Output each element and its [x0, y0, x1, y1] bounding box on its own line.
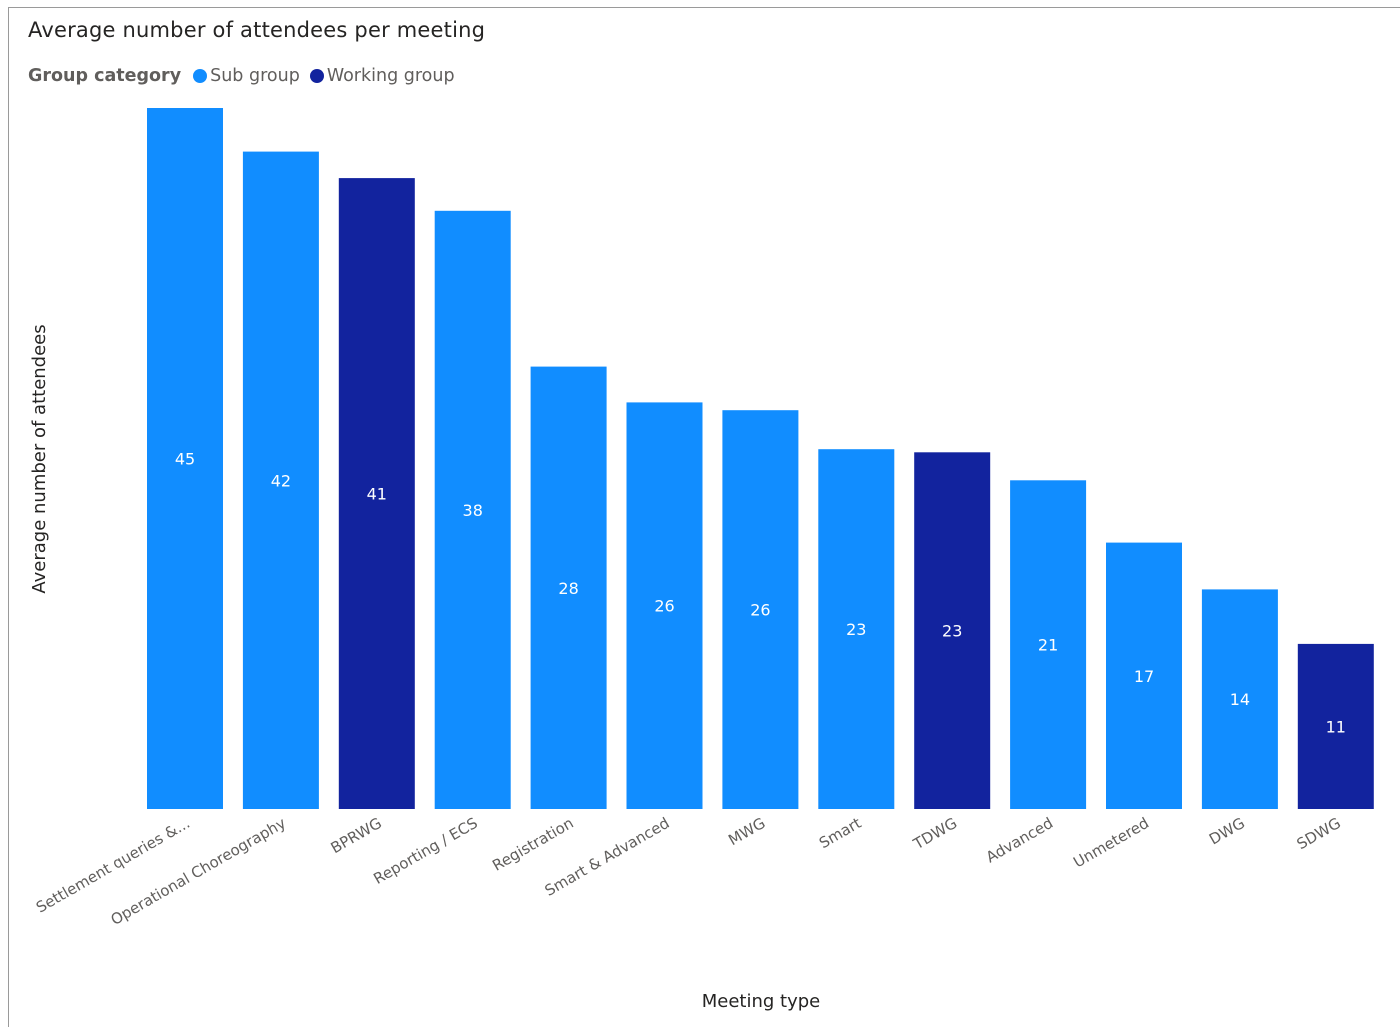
legend-label-working-group: Working group	[326, 66, 455, 86]
bar-dwg[interactable]	[1201, 589, 1278, 809]
bar-tdwg[interactable]	[914, 452, 991, 809]
visual-frame	[8, 7, 1400, 1027]
bar-bprwg[interactable]	[338, 178, 415, 810]
bar-advanced[interactable]	[1010, 480, 1087, 809]
data-label-registration: 28	[558, 579, 578, 598]
x-tick-advanced: Advanced	[983, 814, 1056, 867]
data-label-dwg: 14	[1230, 690, 1250, 709]
y-axis-title: Average number of attendees	[29, 324, 50, 593]
x-tick-registration: Registration	[489, 814, 576, 875]
legend-marker-sub-group	[193, 69, 208, 83]
data-label-settlement-queries: 45	[175, 450, 195, 469]
data-label-bprwg: 41	[367, 485, 387, 504]
bars-group	[147, 108, 1374, 810]
legend-item-sub-group[interactable]: Sub group	[193, 66, 300, 86]
bar-settlement-queries[interactable]	[147, 108, 223, 809]
bar-sdwg[interactable]	[1297, 643, 1374, 809]
bar-smart[interactable]	[818, 449, 895, 809]
bar-reporting-ecs[interactable]	[434, 210, 511, 810]
x-tick-operational-choreography: Operational Choreography	[108, 814, 289, 929]
data-label-smart-advanced: 26	[654, 597, 674, 616]
x-axis-ticks: Settlement queries &...Operational Chore…	[33, 814, 1344, 929]
data-label-mwg: 26	[750, 601, 770, 620]
data-label-sdwg: 11	[1326, 717, 1346, 736]
bar-smart-advanced[interactable]	[626, 402, 703, 809]
legend-item-working-group[interactable]: Working group	[309, 66, 455, 86]
data-labels-group: 45 42 41 38 28 26 26 23 23 21 17 14 11	[175, 450, 1346, 737]
legend-title: Group category	[28, 66, 182, 86]
x-tick-tdwg: TDWG	[909, 814, 960, 854]
data-label-advanced: 21	[1038, 636, 1058, 655]
data-label-unmetered: 17	[1134, 667, 1154, 686]
x-tick-reporting-ecs: Reporting / ECS	[370, 814, 480, 888]
bar-mwg[interactable]	[722, 410, 799, 809]
x-tick-mwg: MWG	[725, 814, 768, 849]
data-label-tdwg: 23	[942, 622, 962, 641]
x-tick-smart: Smart	[816, 814, 864, 852]
x-tick-settlement-queries: Settlement queries &...	[33, 814, 193, 917]
bar-unmetered[interactable]	[1106, 542, 1182, 809]
legend-marker-working-group	[309, 69, 324, 83]
bar-operational-choreography[interactable]	[242, 151, 319, 810]
data-label-reporting-ecs: 38	[463, 501, 483, 520]
x-axis-title: Meeting type	[702, 991, 821, 1012]
legend: Group category Sub group Working group	[28, 64, 465, 88]
x-tick-unmetered: Unmetered	[1070, 814, 1152, 872]
data-label-operational-choreography: 42	[271, 471, 291, 490]
x-tick-bprwg: BPRWG	[328, 814, 385, 857]
bar-registration[interactable]	[530, 366, 607, 809]
chart-title: Average number of attendees per meeting	[28, 18, 486, 42]
x-tick-sdwg: SDWG	[1294, 814, 1344, 853]
x-tick-dwg: DWG	[1206, 814, 1248, 849]
legend-label-sub-group: Sub group	[210, 66, 300, 86]
data-label-smart: 23	[846, 620, 866, 639]
